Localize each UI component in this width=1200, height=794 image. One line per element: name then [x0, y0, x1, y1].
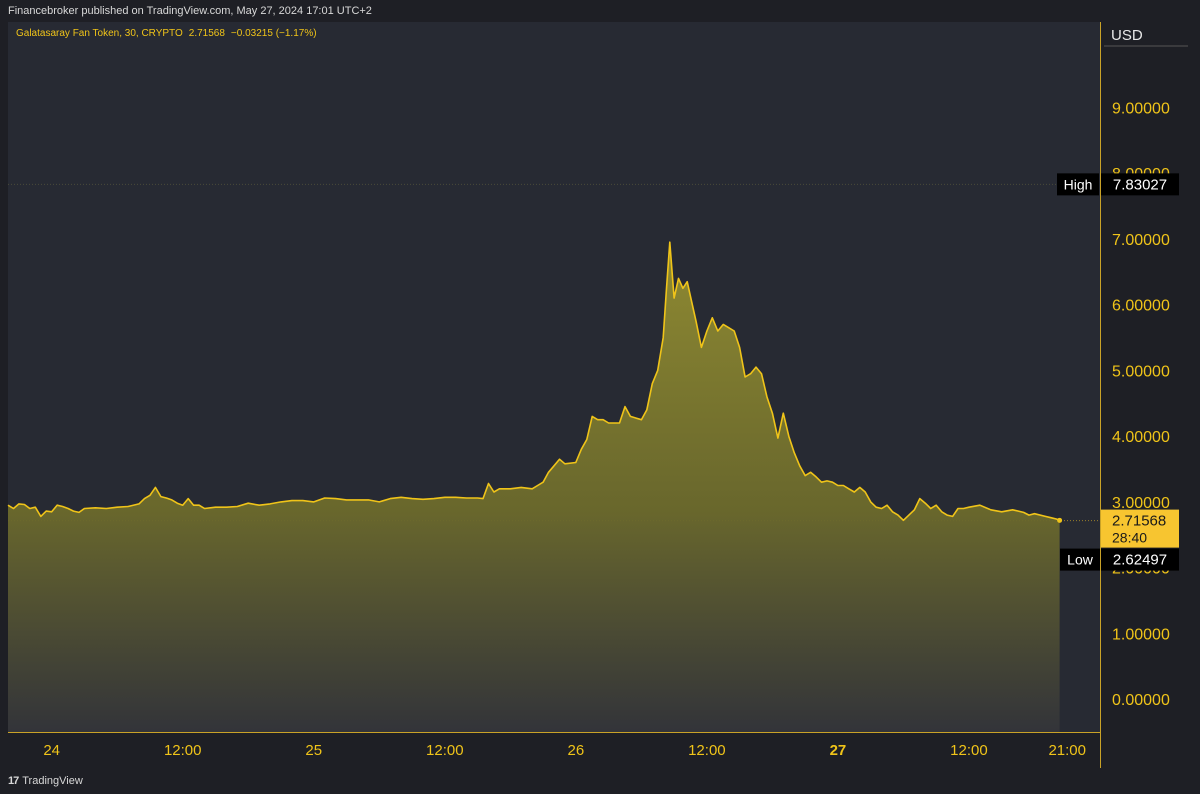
last-price-value: 2.71568: [1112, 513, 1166, 530]
y-tick-label: 1.00000: [1112, 626, 1170, 643]
high-label: High: [1064, 176, 1093, 192]
bottom-bar: [0, 768, 1200, 794]
bar-countdown: 28:40: [1112, 530, 1147, 546]
legend-price: 2.71568: [188, 28, 225, 39]
tradingview-logo-icon: 17: [8, 775, 19, 787]
tradingview-brand: TradingView: [22, 775, 83, 787]
x-tick-label: 12:00: [426, 742, 464, 759]
price-line[interactable]: [7, 241, 1060, 522]
x-tick-label: 25: [305, 742, 322, 759]
time-axis-background: [8, 733, 1100, 768]
y-tick-label: 6.00000: [1112, 298, 1170, 315]
tradingview-logo[interactable]: 17 TradingView: [8, 775, 83, 787]
top-bar: Financebroker published on TradingView.c…: [0, 0, 1200, 22]
high-value: 7.83027: [1113, 176, 1167, 193]
currency-label-box: [1104, 24, 1188, 44]
symbol-legend: Galatasaray Fan Token, 30, CRYPTO 2.71568…: [16, 28, 323, 39]
high-value-box: [1101, 173, 1179, 196]
y-tick-label: 9.00000: [1112, 100, 1170, 117]
area-fill: [8, 242, 1060, 732]
y-tick-label: 7.00000: [1112, 232, 1170, 249]
low-label: Low: [1067, 552, 1094, 568]
low-value-box: [1101, 548, 1179, 571]
currency-label[interactable]: USD: [1111, 27, 1143, 44]
last-price-point: [1057, 517, 1063, 523]
y-tick-label: 5.00000: [1112, 363, 1170, 380]
y-tick-label: 3.00000: [1112, 495, 1170, 512]
symbol-name: Galatasaray Fan Token, 30, CRYPTO: [16, 28, 183, 39]
x-tick-label: 27: [830, 742, 847, 759]
x-tick-label: 24: [43, 742, 60, 759]
y-tick-label: 0.00000: [1112, 692, 1170, 709]
x-tick-label: 21:00: [1048, 742, 1086, 759]
axis-background: [1100, 22, 1200, 768]
low-label-box: [1060, 548, 1100, 571]
x-tick-label: 12:00: [688, 742, 726, 759]
last-price-box: [1101, 509, 1179, 548]
low-value: 2.62497: [1113, 552, 1167, 569]
y-tick-label: 4.00000: [1112, 429, 1170, 446]
x-tick-label: 26: [567, 742, 584, 759]
high-label-box: [1057, 173, 1099, 196]
published-info: Financebroker published on TradingView.c…: [8, 5, 372, 17]
x-tick-label: 12:00: [164, 742, 202, 759]
x-tick-label: 12:00: [950, 742, 988, 759]
legend-change: −0.03215 (−1.17%): [230, 28, 317, 39]
